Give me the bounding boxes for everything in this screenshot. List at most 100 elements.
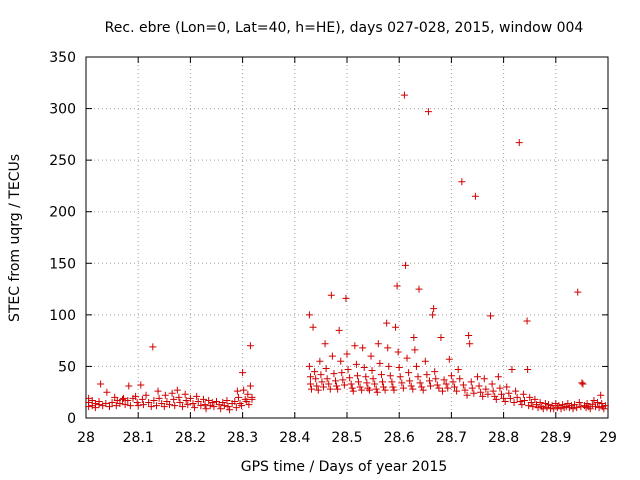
data-point bbox=[536, 399, 544, 407]
data-point bbox=[389, 383, 397, 391]
data-point bbox=[516, 397, 524, 405]
data-point bbox=[548, 402, 556, 410]
data-point bbox=[186, 394, 194, 402]
data-point bbox=[503, 383, 511, 391]
data-point bbox=[245, 401, 253, 409]
x-tick-label: 28.1 bbox=[123, 430, 154, 446]
data-point bbox=[465, 331, 473, 339]
axis-ticks: 28 28.1 28.2 28.3 28.4 28.5 28.6 28.7 28.8 28.9 29… bbox=[49, 50, 617, 446]
data-point bbox=[349, 387, 357, 395]
data-point bbox=[427, 382, 435, 390]
data-point bbox=[447, 372, 455, 380]
data-point bbox=[423, 371, 431, 379]
data-point bbox=[308, 385, 316, 393]
data-point bbox=[381, 386, 389, 394]
data-point bbox=[223, 396, 231, 404]
y-tick-label: 100 bbox=[49, 308, 76, 324]
data-point bbox=[334, 385, 342, 393]
data-point bbox=[415, 285, 423, 293]
y-tick-label: 350 bbox=[49, 50, 76, 66]
chart-title: Rec. ebre (Lon=0, Lat=40, h=HE), days 02… bbox=[105, 20, 584, 36]
data-point bbox=[529, 403, 537, 411]
data-point bbox=[150, 396, 158, 404]
data-point bbox=[160, 403, 168, 411]
data-point bbox=[238, 402, 246, 410]
data-point bbox=[343, 350, 351, 358]
data-points bbox=[85, 91, 609, 414]
data-point bbox=[383, 319, 391, 327]
data-point bbox=[501, 397, 509, 405]
data-point bbox=[346, 374, 354, 382]
data-point bbox=[154, 387, 162, 395]
data-point bbox=[358, 386, 366, 394]
data-point bbox=[193, 392, 201, 400]
data-point bbox=[194, 397, 202, 405]
data-point bbox=[356, 383, 364, 391]
data-point bbox=[368, 367, 376, 375]
data-point bbox=[398, 379, 406, 387]
data-point bbox=[494, 373, 502, 381]
data-point bbox=[489, 387, 497, 395]
data-point bbox=[586, 405, 594, 413]
data-point bbox=[491, 392, 499, 400]
data-point bbox=[532, 401, 540, 409]
data-point bbox=[313, 382, 321, 390]
data-point bbox=[430, 305, 438, 313]
data-point bbox=[371, 380, 379, 388]
data-point bbox=[385, 362, 393, 370]
data-point bbox=[407, 382, 415, 390]
data-point bbox=[219, 399, 227, 407]
data-point bbox=[120, 394, 128, 402]
data-point bbox=[508, 366, 516, 374]
data-point bbox=[362, 373, 370, 381]
data-point bbox=[372, 385, 380, 393]
data-point bbox=[600, 405, 608, 413]
data-point bbox=[482, 385, 490, 393]
data-point bbox=[470, 389, 478, 397]
data-point bbox=[231, 397, 239, 405]
data-point bbox=[513, 393, 521, 401]
data-point bbox=[523, 317, 531, 325]
data-point bbox=[351, 342, 359, 350]
data-point bbox=[583, 400, 591, 408]
data-point bbox=[454, 366, 462, 374]
data-point bbox=[246, 342, 254, 350]
data-point bbox=[487, 312, 495, 320]
data-point bbox=[133, 399, 141, 407]
data-point bbox=[202, 405, 210, 413]
data-point bbox=[574, 288, 582, 296]
data-point bbox=[435, 384, 443, 392]
data-point bbox=[139, 401, 147, 409]
data-point bbox=[534, 404, 542, 412]
data-point bbox=[210, 403, 218, 411]
data-point bbox=[342, 294, 350, 302]
data-point bbox=[224, 403, 232, 411]
data-point bbox=[471, 192, 479, 200]
data-point bbox=[405, 369, 413, 377]
data-point bbox=[244, 390, 252, 398]
data-point bbox=[527, 399, 535, 407]
data-point bbox=[406, 377, 414, 385]
data-point bbox=[479, 392, 487, 400]
data-point bbox=[506, 394, 514, 402]
data-point bbox=[403, 354, 411, 362]
data-point bbox=[524, 366, 532, 374]
data-point bbox=[166, 401, 174, 409]
x-tick-label: 28 bbox=[77, 430, 95, 446]
data-point bbox=[543, 404, 551, 412]
data-point bbox=[208, 399, 216, 407]
data-point bbox=[488, 380, 496, 388]
data-point bbox=[424, 108, 432, 116]
data-point bbox=[466, 340, 474, 348]
data-point bbox=[102, 400, 110, 408]
data-point bbox=[564, 400, 572, 408]
data-point bbox=[461, 386, 469, 394]
data-point bbox=[168, 389, 176, 397]
data-point bbox=[515, 139, 523, 147]
data-point bbox=[510, 399, 518, 407]
x-tick-label: 28.3 bbox=[227, 430, 258, 446]
data-point bbox=[550, 405, 558, 413]
data-point bbox=[412, 362, 420, 370]
data-point bbox=[234, 393, 242, 401]
data-point bbox=[184, 401, 192, 409]
